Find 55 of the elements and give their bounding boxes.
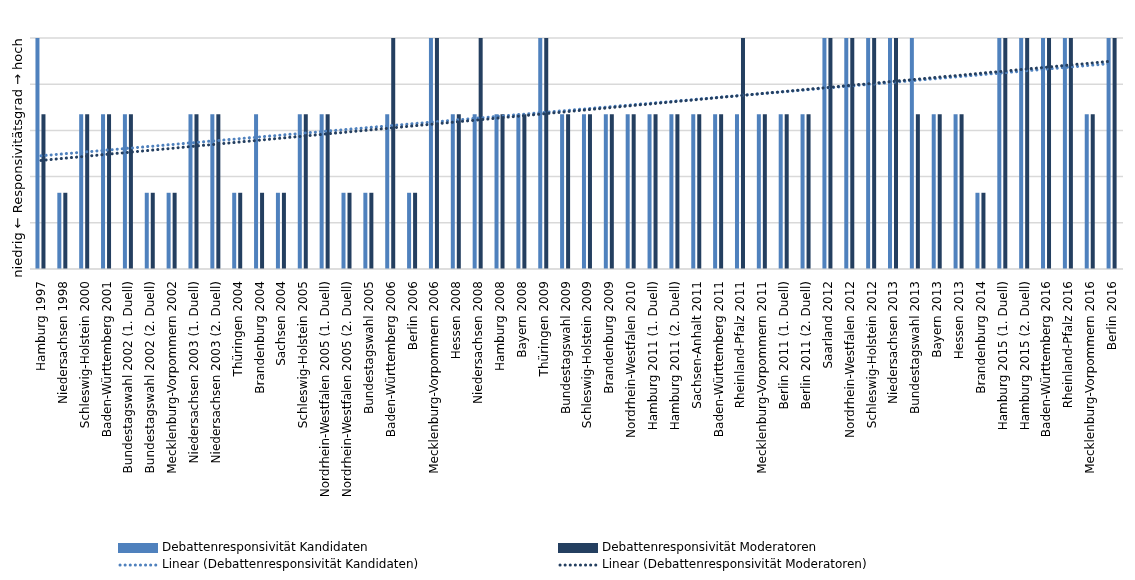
legend-label: Debattenresponsivität Kandidaten (162, 539, 368, 556)
x-tick-label: Hessen 2008 (449, 281, 464, 360)
x-tick-label: Thüringen 2004 (230, 281, 245, 378)
x-tick-label: Baden-Württemberg 2006 (383, 281, 398, 438)
x-tick-label: Berlin 2011 (2. Duell) (799, 281, 814, 410)
x-tick-label: Sachsen-Anhalt 2011 (689, 281, 704, 409)
x-tick-label: Baden-Württemberg 2016 (1039, 281, 1054, 438)
x-tick-label: Nordrhein-Westfalen 2005 (1. Duell) (318, 281, 333, 498)
x-tick-label: Hamburg 2011 (2. Duell) (667, 281, 682, 431)
x-tick-label: Brandenburg 2009 (602, 281, 617, 394)
x-tick-label: Berlin 2016 (1105, 281, 1120, 351)
x-tick-label: Saarland 2012 (820, 281, 835, 369)
x-tick-label: Bayern 2008 (514, 281, 529, 358)
x-tick-label: Mecklenburg-Vorpommern 2016 (1083, 281, 1098, 474)
x-tick-label: Mecklenburg-Vorpommern 2011 (755, 281, 770, 474)
x-tick-label: Bundestagswahl 2002 (2. Duell) (143, 281, 158, 474)
x-tick-label: Nordrhein-Westfalen 2012 (842, 281, 857, 438)
x-tick-label: Thüringen 2009 (536, 281, 551, 378)
x-tick-label: Nordrhein-Westfalen 2010 (624, 281, 639, 438)
x-tick-label: Hamburg 1997 (33, 281, 48, 371)
x-tick-label: Schleswig-Holstein 2009 (580, 281, 595, 429)
x-tick-label: Baden-Württemberg 2011 (711, 281, 726, 438)
legend-label: Linear (Debattenresponsivität Kandidaten) (162, 556, 419, 573)
x-tick-label: Brandenburg 2014 (973, 281, 988, 394)
x-tick-label: Sachsen 2004 (274, 281, 289, 366)
legend-label: Debattenresponsivität Moderatoren (602, 539, 817, 556)
x-tick-label: Bundestagswahl 2005 (361, 281, 376, 415)
y-axis-title: niedrig ← Responsivitätsgrad → hoch (10, 38, 25, 278)
x-tick-label: Niedersachsen 1998 (55, 281, 70, 405)
x-tick-label: Bundestagswahl 2009 (558, 281, 573, 415)
x-tick-label: Hamburg 2008 (492, 281, 507, 371)
x-tick-label: Baden-Württemberg 2001 (99, 281, 114, 438)
x-tick-label: Brandenburg 2004 (252, 281, 267, 394)
x-tick-label: Nordrhein-Westfalen 2005 (2. Duell) (339, 281, 354, 498)
x-tick-label: Bundestagswahl 2002 (1. Duell) (121, 281, 136, 474)
x-tick-label: Hamburg 2015 (1. Duell) (995, 281, 1010, 431)
x-tick-label: Schleswig-Holstein 2012 (864, 281, 879, 429)
x-tick-label: Mecklenburg-Vorpommern 2002 (165, 281, 180, 474)
x-tick-label: Bayern 2013 (930, 281, 945, 358)
x-tick-label: Niedersachsen 2013 (886, 281, 901, 405)
x-tick-label: Niedersachsen 2008 (471, 281, 486, 405)
x-tick-label: Hamburg 2015 (2. Duell) (1017, 281, 1032, 431)
x-tick-label: Niedersachsen 2003 (2. Duell) (208, 281, 223, 464)
x-tick-label: Berlin 2011 (1. Duell) (777, 281, 792, 410)
x-tick-label: Schleswig-Holstein 2000 (77, 281, 92, 429)
x-tick-label: Rheinland-Pfalz 2016 (1061, 281, 1076, 409)
x-tick-label: Mecklenburg-Vorpommern 2006 (427, 281, 442, 474)
x-tick-label: Schleswig-Holstein 2005 (296, 281, 311, 429)
x-tick-label: Berlin 2006 (405, 281, 420, 351)
x-tick-label: Bundestagswahl 2013 (908, 281, 923, 415)
x-tick-label: Niedersachsen 2003 (1. Duell) (186, 281, 201, 464)
x-tick-label: Hamburg 2011 (1. Duell) (646, 281, 661, 431)
x-tick-label: Hessen 2013 (952, 281, 967, 360)
legend-label: Linear (Debattenresponsivität Moderatoren) (602, 556, 867, 573)
x-tick-label: Rheinland-Pfalz 2011 (733, 281, 748, 409)
